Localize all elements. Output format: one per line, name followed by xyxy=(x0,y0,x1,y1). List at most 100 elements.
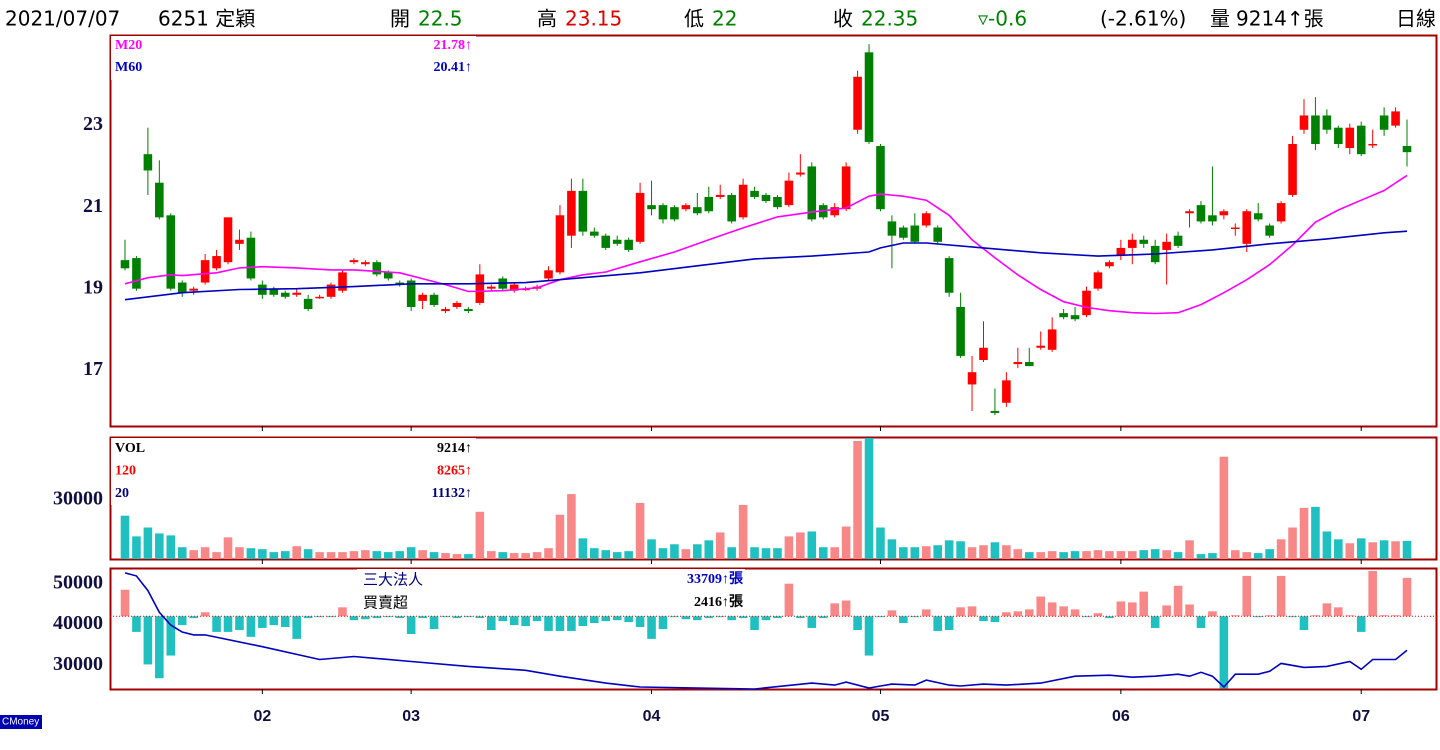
net-buy-bar xyxy=(727,616,736,621)
net-buy-bar xyxy=(830,603,839,617)
net-buy-bar xyxy=(761,616,771,621)
volume-bar xyxy=(395,551,405,559)
x-tick-label: 02 xyxy=(253,708,271,725)
ma-line xyxy=(124,230,1408,301)
net-buy-bar xyxy=(1299,616,1309,631)
volume-bar xyxy=(1276,539,1286,559)
volume-bar xyxy=(796,532,805,559)
candle-body xyxy=(1105,262,1114,267)
candle-body xyxy=(990,410,1000,413)
net-buy-bar xyxy=(486,616,496,631)
change-pct: (-2.61%) xyxy=(1100,7,1186,31)
volume-bar xyxy=(887,539,897,559)
net-buy-bar xyxy=(567,616,576,631)
net-buy-bar xyxy=(303,616,313,619)
net-buy-bar xyxy=(498,616,508,622)
candle-body xyxy=(200,260,210,283)
candle-body xyxy=(693,207,702,214)
candle-body xyxy=(555,215,565,273)
volume-bar xyxy=(1002,545,1011,559)
candle-body xyxy=(1231,227,1240,230)
source-badge xyxy=(0,715,42,729)
candle-body xyxy=(933,227,942,242)
volume-bar xyxy=(750,547,759,559)
volume-bar xyxy=(921,546,931,559)
volume-bar xyxy=(979,545,988,559)
net-buy-bar xyxy=(166,616,176,656)
net-buy-bar xyxy=(624,616,633,623)
candle-body xyxy=(349,260,359,263)
net-buy-bar xyxy=(372,616,382,619)
volume-bar xyxy=(1162,550,1171,559)
candle-body xyxy=(1162,241,1171,250)
candle-body xyxy=(338,272,347,291)
candle-body xyxy=(406,280,416,308)
volume-bar xyxy=(1322,531,1332,559)
y-tick-label: 17 xyxy=(83,358,103,380)
net-buy-bar xyxy=(418,616,427,619)
volume-bar xyxy=(155,533,164,559)
candle-body xyxy=(807,166,817,220)
volume-bar xyxy=(647,539,656,559)
volume-bar xyxy=(670,544,679,559)
volume-bar xyxy=(601,550,611,559)
net-buy-bar xyxy=(1253,616,1263,618)
net-buy-bar xyxy=(155,616,164,679)
y-tick-label: 50000 xyxy=(53,571,103,593)
volume-bar xyxy=(853,440,862,559)
volume-bar xyxy=(1334,539,1343,559)
candle-body xyxy=(658,205,668,220)
volume-bar xyxy=(235,547,244,559)
net-buy-bar xyxy=(635,616,645,628)
volume-bar xyxy=(315,552,324,559)
candle-body xyxy=(1265,225,1274,236)
candle-body xyxy=(784,180,794,206)
net-buy-bar xyxy=(738,616,748,619)
volume-bar xyxy=(590,548,599,559)
volume-bar xyxy=(200,547,210,559)
volume-bar xyxy=(383,552,393,559)
legend-name: 120 xyxy=(115,464,136,479)
candle-body xyxy=(223,217,233,263)
net-buy-bar xyxy=(361,616,370,620)
net-buy-bar xyxy=(189,616,198,619)
net-buy-bar xyxy=(406,616,416,634)
volume-bar xyxy=(189,550,198,559)
net-buy-bar xyxy=(578,616,588,627)
net-buy-bar xyxy=(475,616,485,619)
volume-bar xyxy=(1402,540,1412,559)
volume-bar xyxy=(1345,543,1355,559)
net-buy-bar xyxy=(933,616,942,631)
net-buy-bar xyxy=(1196,616,1206,628)
low-label: 低 xyxy=(684,7,704,31)
candle-body xyxy=(1139,239,1149,244)
candle-body xyxy=(372,262,382,275)
volume-bar xyxy=(658,548,668,559)
volume-bar xyxy=(1173,552,1183,559)
net-buy-bar xyxy=(876,616,885,618)
candle-body xyxy=(429,294,439,305)
candle-body xyxy=(910,225,920,242)
volume-value: 9214↑張 xyxy=(1236,7,1324,31)
legend-value: 21.78↑ xyxy=(434,38,473,53)
volume-bar xyxy=(761,548,771,559)
ma-line xyxy=(124,174,1408,315)
net-buy-bar xyxy=(967,606,977,617)
net-buy-bar xyxy=(1139,591,1149,617)
candle-body xyxy=(796,172,805,175)
y-tick-label: 40000 xyxy=(53,612,103,634)
x-tick-label: 05 xyxy=(872,708,890,725)
net-buy-bar xyxy=(1105,616,1114,619)
volume-bar xyxy=(1391,541,1400,559)
volume-bar xyxy=(1196,554,1206,559)
candle-body xyxy=(269,288,279,295)
net-buy-bar xyxy=(429,616,439,630)
volume-bar xyxy=(818,547,828,559)
net-buy-bar xyxy=(990,616,1000,623)
candle-body xyxy=(635,192,645,242)
candle-body xyxy=(853,76,862,130)
candle-body xyxy=(1242,211,1252,244)
candle-body xyxy=(1173,235,1183,246)
volume-bar xyxy=(280,551,290,559)
candle-body xyxy=(876,146,885,210)
